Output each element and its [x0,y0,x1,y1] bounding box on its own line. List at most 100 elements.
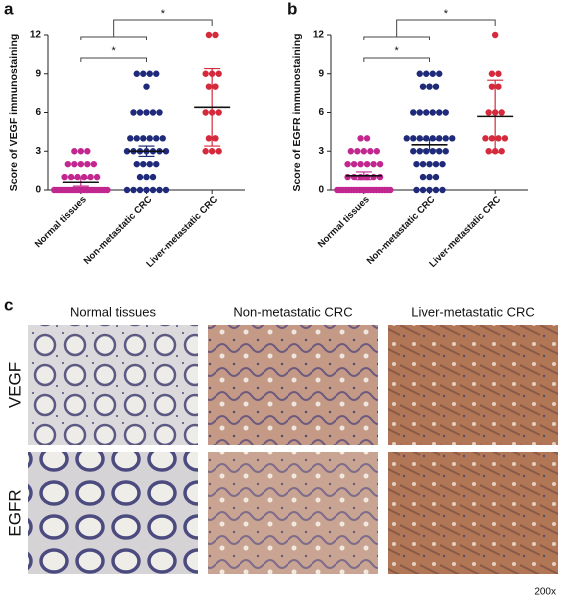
data-point [403,135,410,142]
y-tick-label: 0 [35,185,41,196]
data-point [373,148,381,155]
data-point [162,148,170,155]
bracket [80,36,147,40]
data-point [423,135,430,142]
data-point [153,160,160,168]
data-point [410,135,417,142]
data-point [419,173,427,181]
data-point [71,148,78,155]
data-point [491,31,499,39]
data-point [202,70,209,77]
data-point [140,160,147,168]
data-point [153,135,160,142]
bracket [396,19,496,37]
data-point [212,31,219,39]
data-point [162,186,170,194]
column-header: Normal tissues [70,304,156,319]
data-point [488,70,496,77]
data-point [363,160,371,168]
data-point [423,109,430,116]
data-point [350,160,358,168]
data-point [130,109,137,116]
panel-label: c [4,295,13,314]
data-point [84,148,91,155]
row-label: VEGF [5,362,24,408]
data-point [498,148,505,155]
data-point [149,186,157,194]
data-point [436,109,443,116]
micrograph [208,452,378,574]
data-point [123,148,131,155]
data-point [416,148,423,155]
data-point [205,135,213,142]
significance: * [395,45,400,57]
x-tick-label: Liver-metastatic CRC [144,194,220,270]
data-point [153,70,160,77]
data-point [208,148,216,155]
data-point [376,160,384,168]
data-point [205,83,213,90]
y-tick-label: 6 [35,107,41,118]
data-point [436,135,443,142]
data-point [442,135,449,142]
x-tick-label: Liver-metastatic CRC [427,194,503,270]
data-point [501,135,509,142]
y-tick-label: 9 [35,68,41,79]
data-point [133,135,140,142]
y-tick-label: 6 [318,107,324,118]
bracket [80,57,147,62]
data-point [429,109,436,116]
column-header: Liver-metastatic CRC [411,304,535,319]
data-point [423,70,430,77]
x-tick-label: Non-metastatic CRC [365,194,438,267]
data-point [363,135,371,142]
data-point [416,70,423,77]
charts: a Score of VEGF immunostaining 0 3 6 9 12 Norma… [4,0,528,270]
data-point [140,135,147,142]
data-point [419,83,427,90]
data-point [439,160,446,168]
data-point [93,173,101,181]
bracket [363,57,430,62]
data-point [80,173,88,181]
data-point [136,109,144,116]
data-point [212,83,219,90]
data-point [133,70,140,77]
data-point [423,148,430,155]
y-axis-label: Score of VEGF immunostaining [8,34,20,192]
data-point [77,160,85,168]
data-point [156,109,163,116]
panel-label: b [287,0,297,18]
data-point [488,83,496,90]
data-point [149,109,157,116]
data-point [485,148,492,155]
data-point [84,160,91,168]
data-point [143,109,150,116]
data-point [442,109,449,116]
data-point [202,109,209,116]
data-point [488,135,496,142]
data-point [140,70,147,77]
data-point [77,148,85,155]
micrograph [28,452,198,574]
data-point [498,109,505,116]
data-point [413,160,420,168]
data-point [376,173,384,181]
y-tick-label: 0 [318,185,324,196]
significance: * [444,8,449,20]
data-point [344,160,351,168]
data-point [354,148,361,155]
x-tick-label: Normal tissues [316,194,372,250]
data-point [159,135,166,142]
data-point [357,160,364,168]
data-point [495,70,502,77]
data-point [410,109,417,116]
data-point [432,83,440,90]
data-point [215,148,222,155]
data-point [495,135,502,142]
significance: * [112,45,117,57]
data-point [71,160,78,168]
data-point [146,70,153,77]
data-point [426,186,433,194]
